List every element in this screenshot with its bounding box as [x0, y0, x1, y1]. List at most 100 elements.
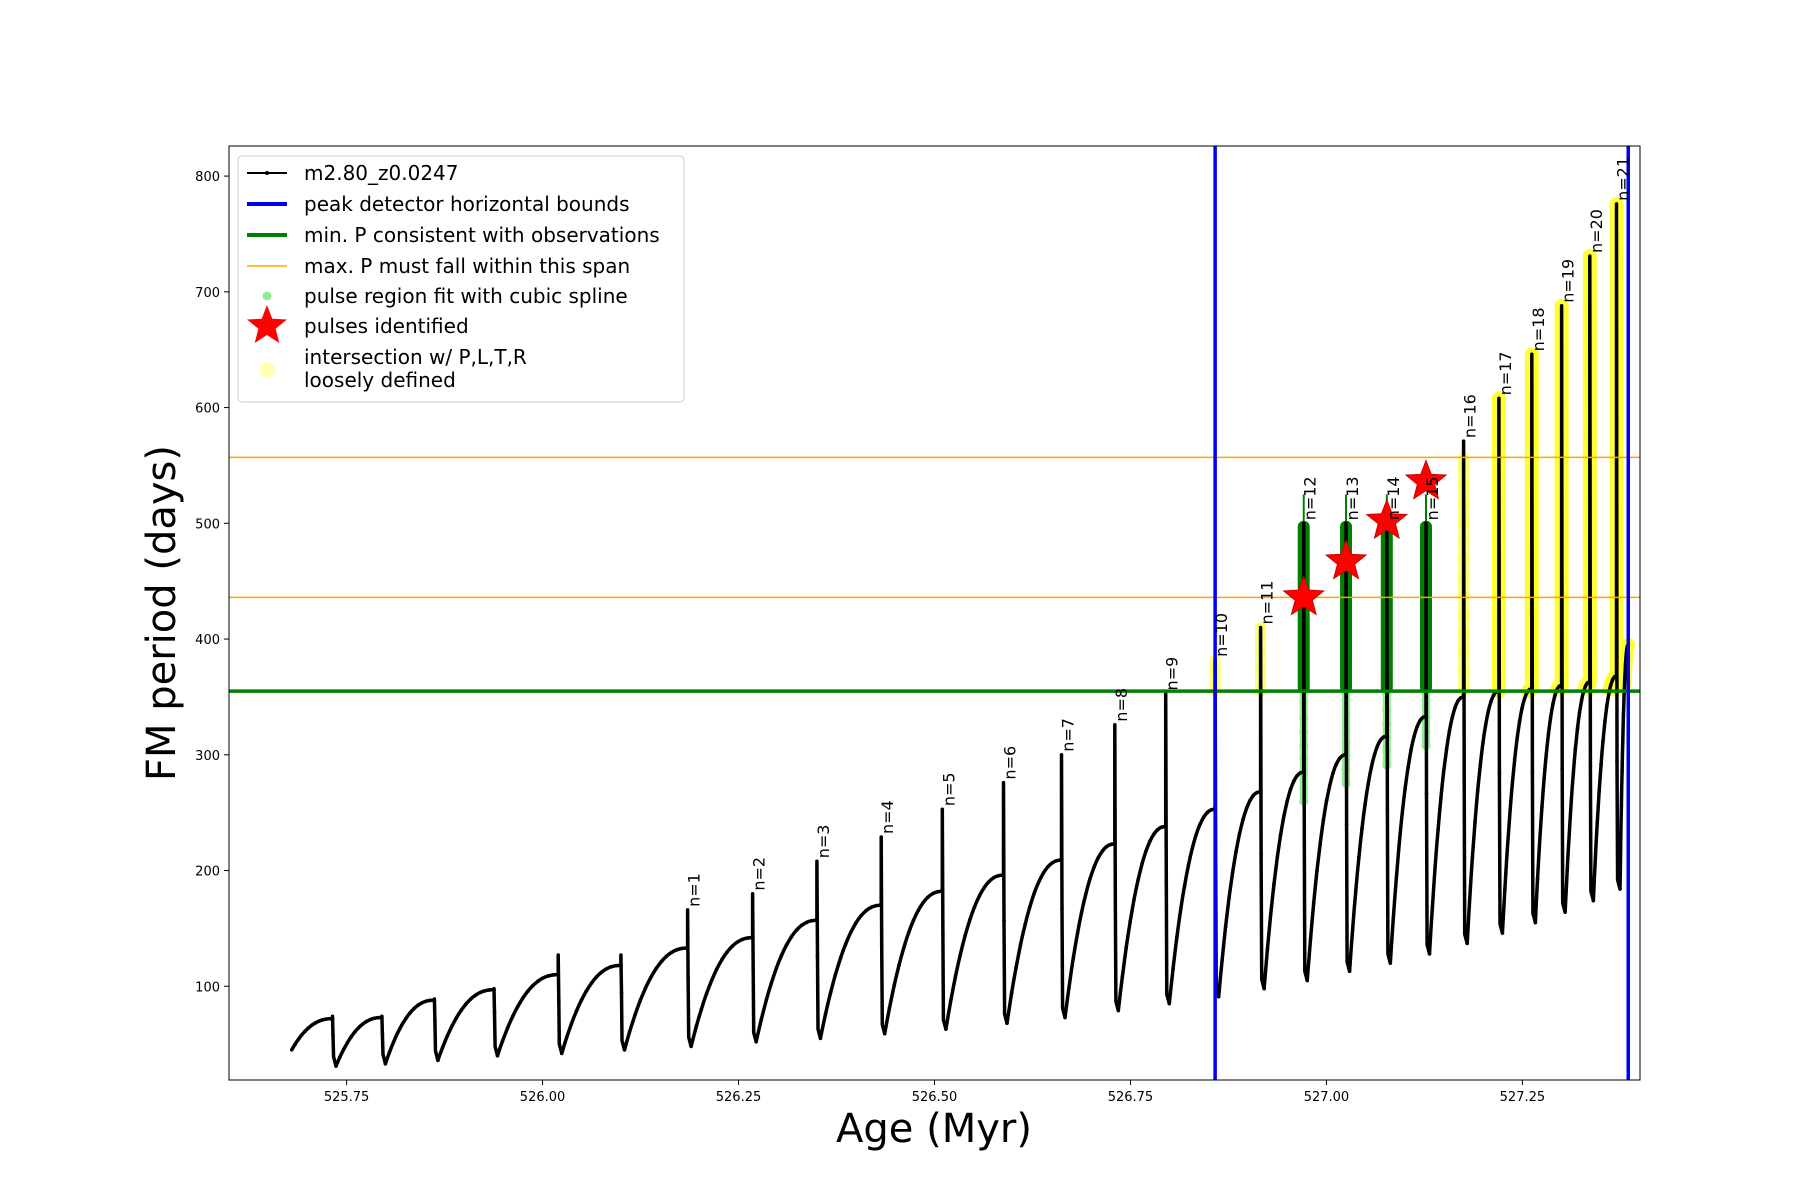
series-track-point	[614, 963, 618, 968]
series-track-point	[505, 1026, 510, 1030]
series-track-point	[992, 875, 996, 880]
series-track-point	[399, 1023, 404, 1027]
series-track-point	[1409, 747, 1413, 752]
series-track-point	[810, 918, 814, 923]
series-track-point	[1321, 818, 1326, 822]
x-tick-label: 525.75	[324, 1090, 370, 1105]
series-track-point	[1132, 897, 1136, 901]
y-tick-label: 700	[195, 286, 220, 301]
series-track-point	[1378, 738, 1383, 742]
series-track-point	[627, 1029, 632, 1034]
series-track-point	[420, 1000, 424, 1005]
series-track-point	[941, 931, 945, 936]
series-track-point	[784, 943, 789, 947]
series-track-point	[714, 967, 719, 971]
series-track-point	[972, 904, 977, 909]
series-track-point	[1096, 855, 1101, 860]
series-track-point	[1163, 824, 1168, 829]
series-track-point	[432, 998, 437, 1002]
series-track-point	[1258, 790, 1263, 794]
series-track-point	[1436, 827, 1440, 832]
series-track-point	[815, 954, 820, 959]
series-track-point	[323, 1017, 328, 1021]
series-track-point	[977, 893, 982, 898]
series-track-point	[1092, 865, 1096, 869]
series-track-point	[1614, 674, 1619, 678]
series-track-point	[1360, 826, 1364, 831]
series-track-point	[874, 903, 878, 908]
series-track-point	[1489, 699, 1493, 704]
series-track-point	[1220, 957, 1224, 962]
series-track-point	[1560, 766, 1564, 771]
series-track-point	[436, 1058, 440, 1063]
series-track-point	[584, 989, 589, 993]
series-track-point	[619, 990, 624, 995]
series-track-point	[1412, 734, 1416, 739]
series-track-point	[1385, 807, 1390, 812]
series-track-point	[699, 1007, 704, 1011]
series-track-point	[1597, 790, 1601, 794]
series-track-point	[1470, 855, 1475, 859]
series-track-point	[482, 989, 487, 993]
series-track-point	[1186, 863, 1191, 868]
series-track-point	[1381, 735, 1386, 739]
series-track-point	[633, 1013, 637, 1017]
series-track-point	[1588, 764, 1593, 768]
pulse-label: n=10	[1212, 613, 1231, 657]
pulse-identified-star	[1404, 459, 1448, 500]
series-track-point	[1473, 819, 1477, 824]
series-track-point	[1546, 731, 1551, 736]
legend-marker-dot	[262, 291, 272, 301]
series-track-point	[730, 944, 734, 949]
series-track-point	[1023, 922, 1027, 927]
series-track-point	[1209, 808, 1214, 812]
series-track-point	[364, 1019, 369, 1024]
series-track-point	[1403, 786, 1407, 790]
series-track-point	[750, 935, 755, 940]
series-track-point	[345, 1040, 350, 1045]
series-track-point	[828, 990, 833, 995]
series-track-point	[879, 903, 883, 908]
series-track-point	[1265, 947, 1270, 952]
series-track-point	[725, 950, 729, 954]
series-track-point	[1385, 734, 1389, 739]
series-track-point	[1491, 693, 1496, 698]
series-track-point	[487, 988, 492, 992]
y-tick-label: 500	[195, 517, 220, 532]
series-track-point	[1302, 836, 1307, 840]
series-track-point	[564, 1035, 569, 1040]
series-track-point	[1032, 891, 1037, 896]
series-track-point	[859, 914, 863, 918]
series-track-point	[854, 921, 858, 925]
series-track-point	[1510, 783, 1515, 787]
series-track-point	[1248, 798, 1252, 803]
series-track-point	[327, 1016, 331, 1021]
series-track-point	[1237, 831, 1242, 836]
series-track-point	[1036, 880, 1041, 884]
series-track-point	[948, 999, 953, 1003]
series-track-point	[879, 942, 884, 947]
series-track-point	[450, 1024, 454, 1028]
series-track-point	[1050, 860, 1055, 865]
series-track-point	[1363, 802, 1367, 807]
series-track-point	[1002, 918, 1006, 923]
series-track-point	[1424, 714, 1428, 719]
series-track-point	[958, 952, 963, 957]
series-track-point	[1444, 747, 1449, 751]
series-track-point	[1251, 793, 1256, 797]
series-track-point	[1533, 920, 1538, 925]
series-track-point	[536, 979, 540, 983]
pulse-label: n=15	[1423, 476, 1442, 520]
series-track-point	[1318, 841, 1322, 846]
series-track-point	[1055, 858, 1059, 863]
series-track-point	[1190, 846, 1195, 851]
series-track-point	[546, 974, 550, 978]
series-track-point	[622, 1048, 627, 1052]
series-track-point	[1156, 827, 1160, 832]
series-track-point	[1623, 662, 1628, 667]
series-track-point	[869, 905, 873, 910]
series-track-point	[1563, 910, 1567, 914]
series-track-point	[1601, 739, 1605, 743]
series-track-point	[654, 966, 658, 971]
